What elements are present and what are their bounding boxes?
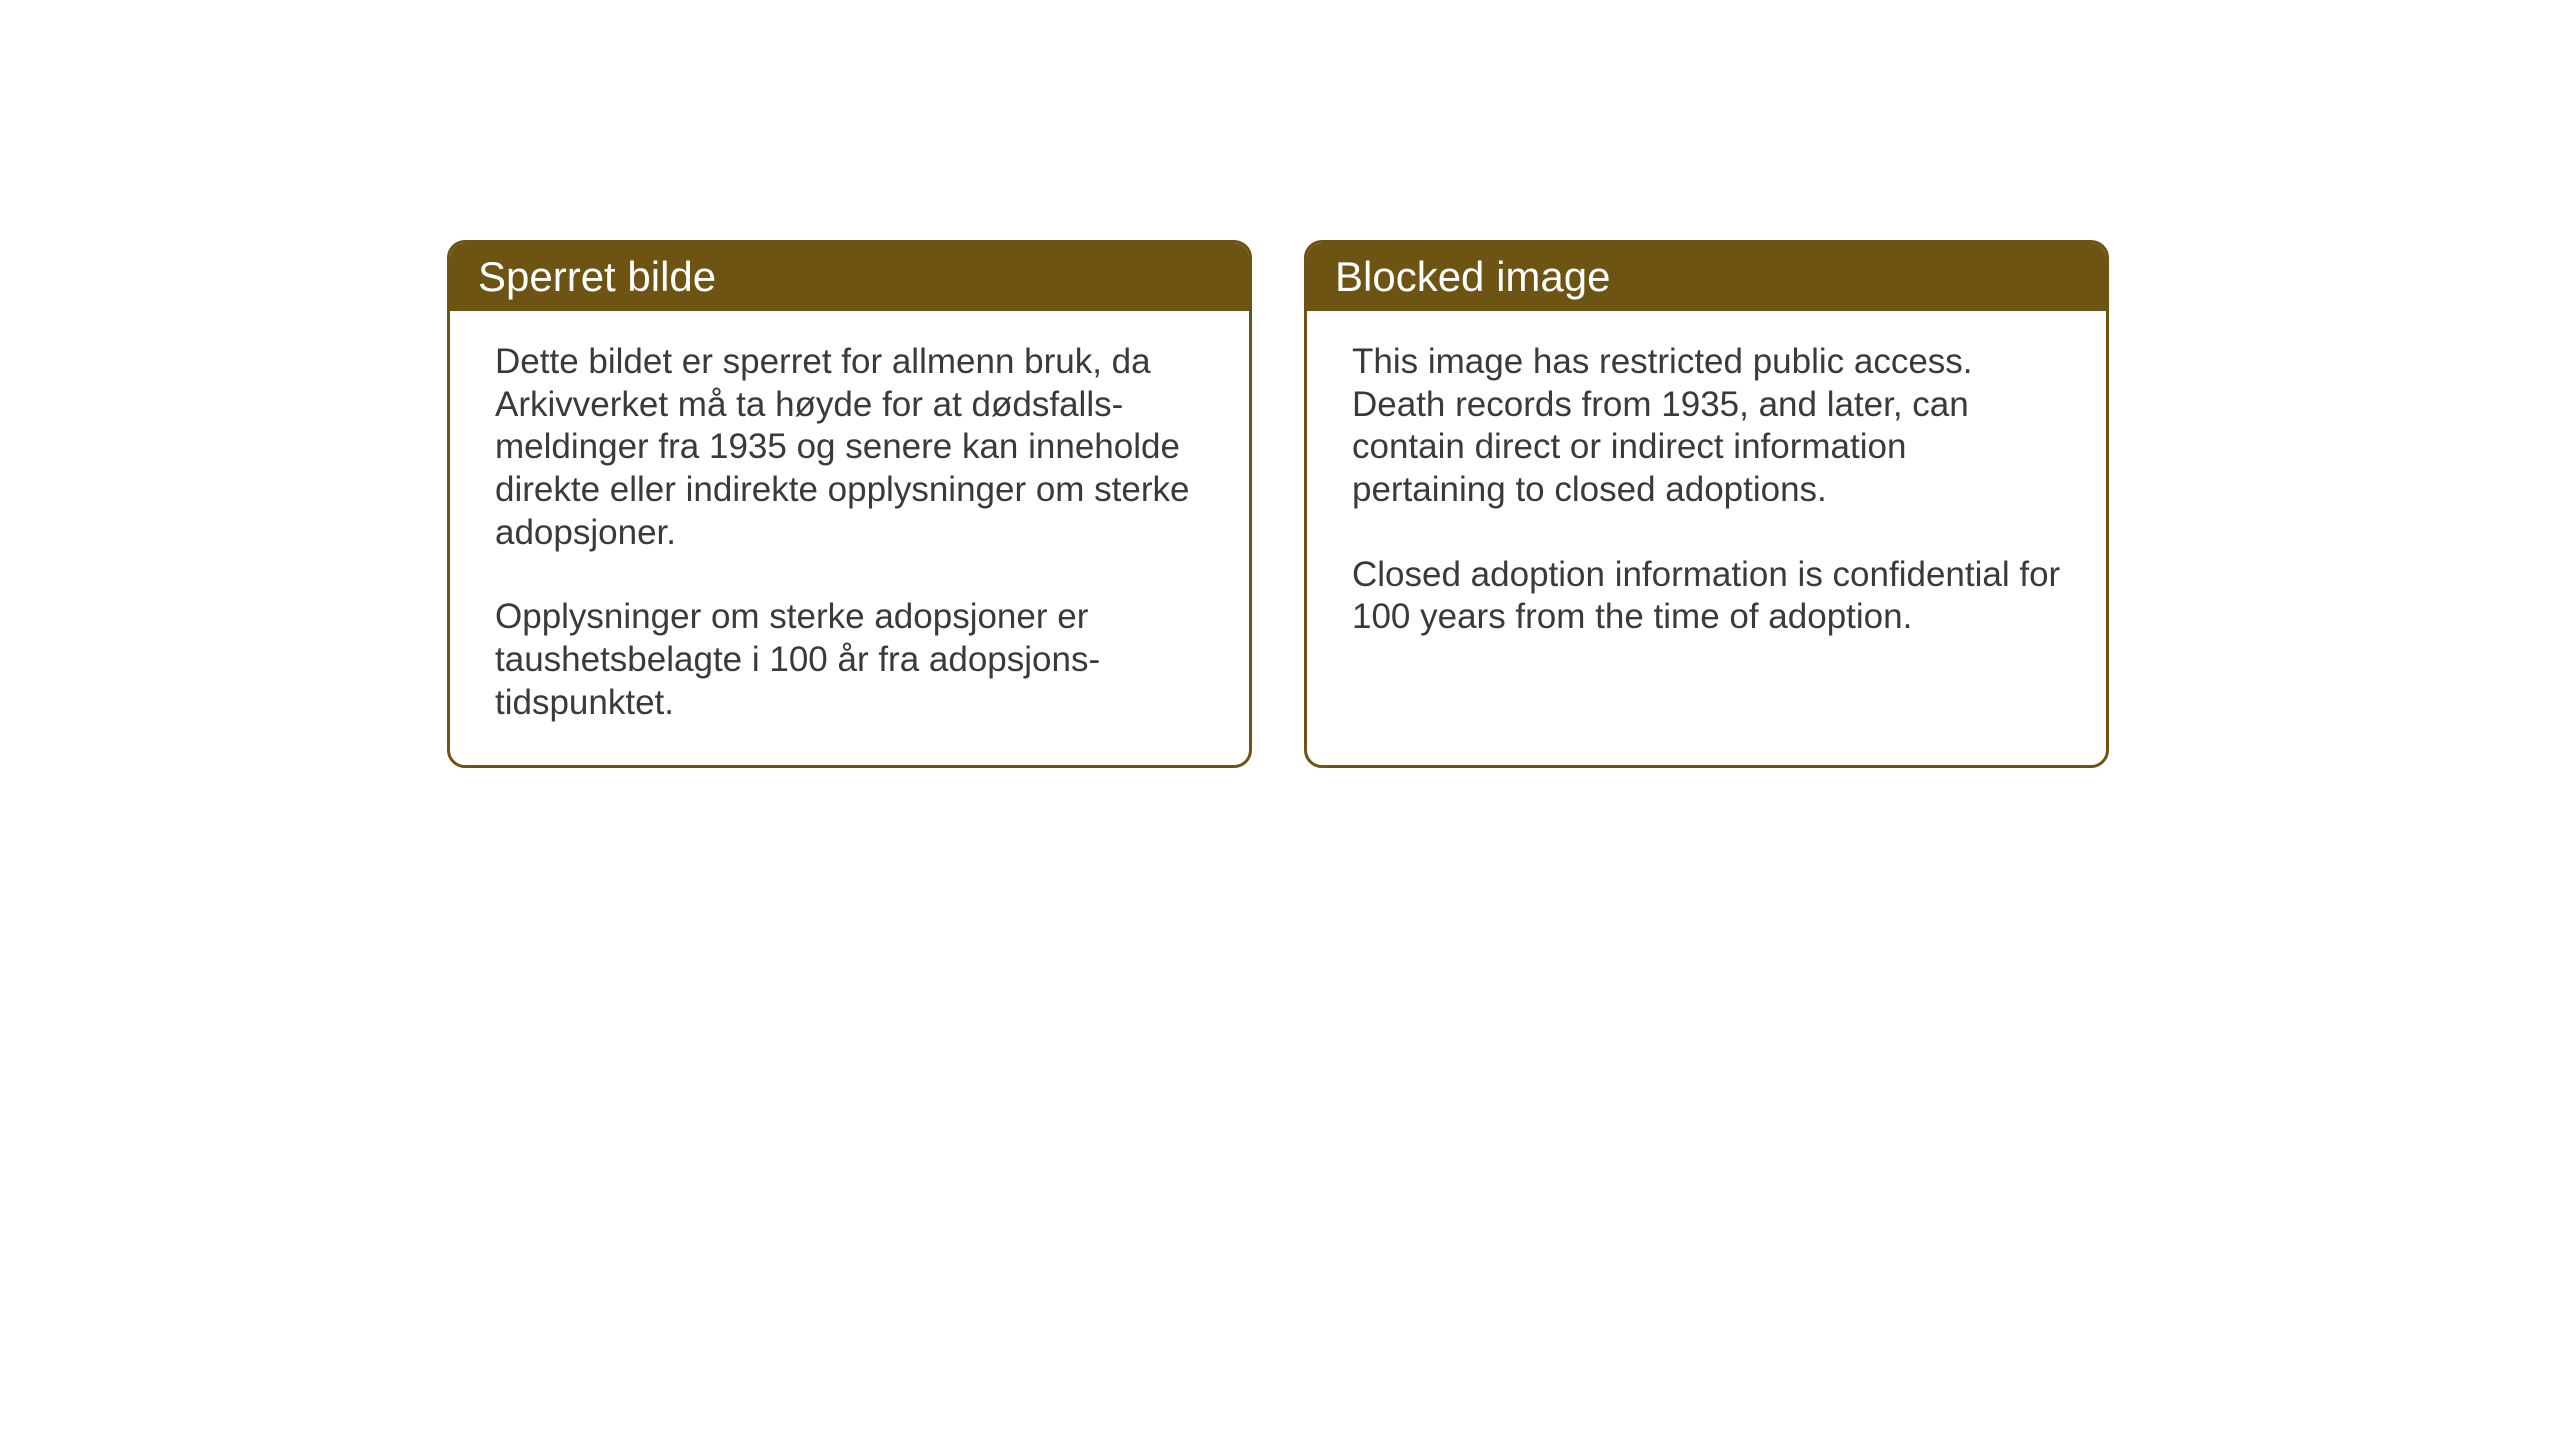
card-norwegian-paragraph-1: Dette bildet er sperret for allmenn bruk…	[495, 341, 1204, 554]
card-english: Blocked image This image has restricted …	[1304, 240, 2109, 768]
cards-container: Sperret bilde Dette bildet er sperret fo…	[447, 240, 2109, 768]
card-english-body: This image has restricted public access.…	[1307, 311, 2106, 679]
card-english-header: Blocked image	[1307, 243, 2106, 311]
card-english-paragraph-2: Closed adoption information is confident…	[1352, 554, 2061, 639]
card-norwegian-header: Sperret bilde	[450, 243, 1249, 311]
card-norwegian-paragraph-2: Opplysninger om sterke adopsjoner er tau…	[495, 596, 1204, 724]
card-norwegian-body: Dette bildet er sperret for allmenn bruk…	[450, 311, 1249, 765]
card-norwegian: Sperret bilde Dette bildet er sperret fo…	[447, 240, 1252, 768]
card-english-paragraph-1: This image has restricted public access.…	[1352, 341, 2061, 512]
